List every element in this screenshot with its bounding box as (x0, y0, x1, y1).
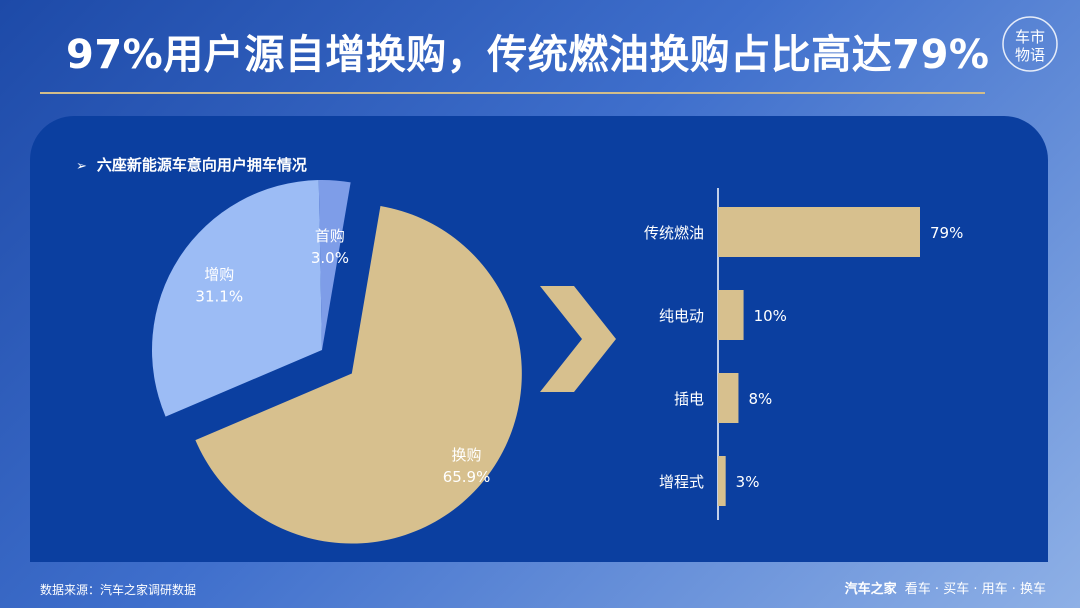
pie-slice (151, 180, 322, 417)
pie-slice-label: 增购 (204, 265, 234, 283)
bar (718, 207, 920, 257)
bar (718, 373, 739, 423)
bar (718, 456, 726, 506)
pie-slice-label: 首购 (315, 227, 345, 245)
brand-name: 汽车之家 (844, 582, 897, 597)
bar-chart: 传统燃油 79% 纯电动 10% 插电 8% 增程式 3% (644, 188, 963, 520)
pie-slice (318, 180, 351, 350)
bar-category-label: 增程式 (659, 473, 704, 491)
logo-icon: 车市 物语 (1002, 16, 1058, 72)
pie-slice (195, 205, 522, 544)
bar-category-label: 插电 (674, 390, 704, 408)
bar-value-label: 3% (736, 473, 760, 491)
chevron-arrow-icon (540, 286, 616, 392)
bar-value-label: 8% (748, 390, 772, 408)
logo-text-bottom: 物语 (1015, 46, 1045, 64)
chart-subtitle: ➢ 六座新能源车意向用户拥车情况 (76, 154, 307, 175)
bar-category-label: 纯电动 (659, 307, 704, 325)
bar-value-label: 10% (754, 307, 787, 325)
bar-category-label: 传统燃油 (644, 224, 704, 242)
pie-slice-value: 31.1% (195, 287, 243, 305)
chart-subtitle-text: 六座新能源车意向用户拥车情况 (96, 156, 307, 174)
bar (718, 290, 744, 340)
footer-brand: 汽车之家 看车 · 买车 · 用车 · 换车 (845, 578, 1046, 597)
pie-slice-value: 65.9% (443, 468, 491, 486)
brand-tagline: 看车 · 买车 · 用车 · 换车 (904, 582, 1046, 597)
bar-value-label: 79% (930, 224, 963, 242)
bullet-arrow-icon: ➢ (76, 159, 87, 174)
pie-slice-label: 换购 (452, 446, 482, 464)
pie-chart: 换购 65.9% 增购 31.1% 首购 3.0% (151, 180, 522, 544)
data-source: 数据来源：汽车之家调研数据 (40, 583, 197, 597)
pie-slice-value: 3.0% (311, 249, 349, 267)
logo-text-top: 车市 (1015, 28, 1045, 46)
page-title: 97%用户源自增换购，传统燃油换购占比高达79% (66, 32, 990, 78)
title-divider (40, 92, 985, 94)
